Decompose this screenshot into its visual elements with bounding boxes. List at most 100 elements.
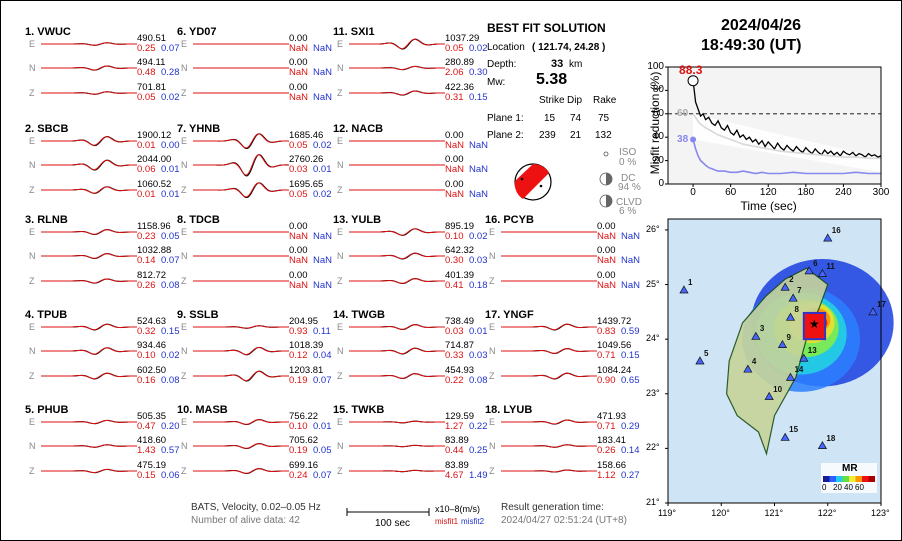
- component-label: N: [181, 63, 188, 73]
- component-label: Z: [489, 371, 495, 381]
- misfit1-legend: misfit1: [435, 517, 459, 526]
- misfit2-value: 0.03: [469, 350, 488, 361]
- x-tick-label: 120: [759, 187, 777, 198]
- clvd-label: CLVD: [616, 197, 642, 208]
- depth-label: Depth:: [487, 59, 517, 70]
- mw-value: 5.38: [536, 71, 568, 88]
- epicenter-star-icon: ★: [809, 317, 820, 331]
- station-name: 18. LYUB: [485, 404, 533, 416]
- component-label: Z: [489, 276, 495, 286]
- misfit2-value: 0.06: [161, 470, 180, 481]
- y-tick-label: 100: [647, 61, 664, 72]
- misfit2-value: 0.18: [469, 280, 488, 291]
- synthetic-waveform: [349, 469, 445, 473]
- component-label: N: [489, 346, 496, 356]
- component-label: N: [29, 441, 36, 451]
- misfit1-value: NaN: [597, 231, 617, 242]
- time-scale-bar: [346, 508, 430, 516]
- misfit1-value: 0.47: [137, 421, 156, 432]
- synthetic-waveform: [501, 372, 597, 380]
- x-tick-label: 180: [797, 187, 815, 198]
- station-name: 11. SXI1: [333, 26, 375, 38]
- station-map-label: 4: [751, 357, 757, 367]
- component-label: Z: [181, 276, 187, 286]
- component-label: Z: [29, 371, 35, 381]
- component-label: N: [181, 251, 188, 261]
- station-triangle-icon: [743, 364, 753, 373]
- station-map-label: 3: [759, 324, 765, 334]
- plane1-dip: 74: [570, 113, 582, 124]
- station-triangle-icon: [823, 233, 833, 242]
- station-triangle-icon: [785, 312, 796, 321]
- component-label: Z: [181, 185, 187, 195]
- component-label: Z: [29, 466, 35, 476]
- station-triangle-icon: [695, 356, 705, 365]
- misfit1-value: 0.16: [137, 375, 156, 386]
- misfit1-value: 0.01: [137, 140, 156, 151]
- station-triangle-icon: [817, 440, 828, 450]
- mr-legend-tick: 0: [822, 483, 827, 492]
- component-label: Z: [29, 185, 35, 195]
- blue-start-label: 38: [677, 133, 689, 145]
- amplitude-value: 1695.65: [289, 179, 324, 190]
- station-name: 7. YHNB: [177, 123, 221, 135]
- amplitude-value: 934.46: [137, 340, 167, 351]
- location-label: Location: [487, 42, 525, 53]
- misfit1-value: 0.10: [289, 421, 308, 432]
- amplitude-value: 699.16: [289, 460, 319, 471]
- misfit2-value: 0.08: [161, 375, 180, 386]
- synthetic-waveform: [41, 65, 137, 71]
- misfit2-value: 0.05: [313, 445, 332, 456]
- misfit2-value: 0.08: [161, 280, 180, 291]
- amplitude-value: 524.63: [137, 316, 167, 327]
- station-map-label: 10: [773, 384, 783, 394]
- epicenter-box: [802, 311, 827, 341]
- amplitude-value: 0.00: [445, 154, 464, 165]
- amplitude-value: 129.59: [445, 411, 475, 422]
- amplitude-value: 0.00: [289, 33, 308, 44]
- synthetic-waveform: [193, 370, 289, 382]
- synthetic-waveform: [193, 443, 289, 449]
- plane2-label: Plane 2:: [487, 130, 524, 141]
- amplitude-value: 280.89: [445, 57, 475, 68]
- amplitude-value: 490.51: [137, 33, 167, 44]
- amplitude-value: 895.19: [445, 221, 475, 232]
- map: ★: [665, 218, 894, 506]
- station-triangle-icon: [679, 285, 689, 294]
- component-label: N: [489, 441, 496, 451]
- x-axis-label: Time (sec): [740, 199, 797, 213]
- synthetic-waveform: [349, 38, 445, 50]
- dc-label: DC: [621, 173, 636, 184]
- misfit2-value: 0.59: [621, 326, 640, 337]
- lat-tick-label: 26°: [646, 223, 660, 234]
- iso-label: ISO: [619, 147, 637, 158]
- station-triangle-icon: [785, 372, 796, 381]
- component-label: N: [29, 251, 36, 261]
- misfit1-value: 0.33: [445, 350, 464, 361]
- misfit2-value: NaN: [313, 43, 333, 54]
- misfit2-value: 0.01: [313, 421, 332, 432]
- misfit1-value: 0.25: [137, 43, 156, 54]
- misfit2-value: 0.02: [469, 231, 488, 242]
- misfit2-value: 0.04: [313, 350, 332, 361]
- synthetic-waveform: [193, 468, 289, 474]
- synthetic-waveform: [193, 182, 289, 198]
- lon-tick-label: 120°: [711, 508, 730, 518]
- synthetic-waveform: [349, 373, 445, 379]
- synthetic-waveform: [193, 154, 290, 176]
- plane1-label: Plane 1:: [487, 113, 524, 124]
- component-label: Z: [29, 276, 35, 286]
- misfit1-value: 0.23: [137, 231, 156, 242]
- station-name: 5. PHUB: [25, 404, 69, 416]
- synthetic-waveform: [41, 372, 137, 380]
- station-map-label: 11: [826, 261, 835, 271]
- misfit2-value: 0.05: [161, 231, 180, 242]
- misfit2-value: 0.20: [161, 421, 180, 432]
- component-label: E: [29, 136, 36, 146]
- synthetic-waveform: [41, 347, 137, 355]
- station-map-label: 5: [703, 349, 709, 358]
- misfit2-value: 0.02: [469, 43, 488, 54]
- misfit2-value: NaN: [313, 67, 333, 78]
- station-name: 12. NACB: [333, 123, 384, 135]
- misfit2-value: 0.14: [621, 445, 640, 456]
